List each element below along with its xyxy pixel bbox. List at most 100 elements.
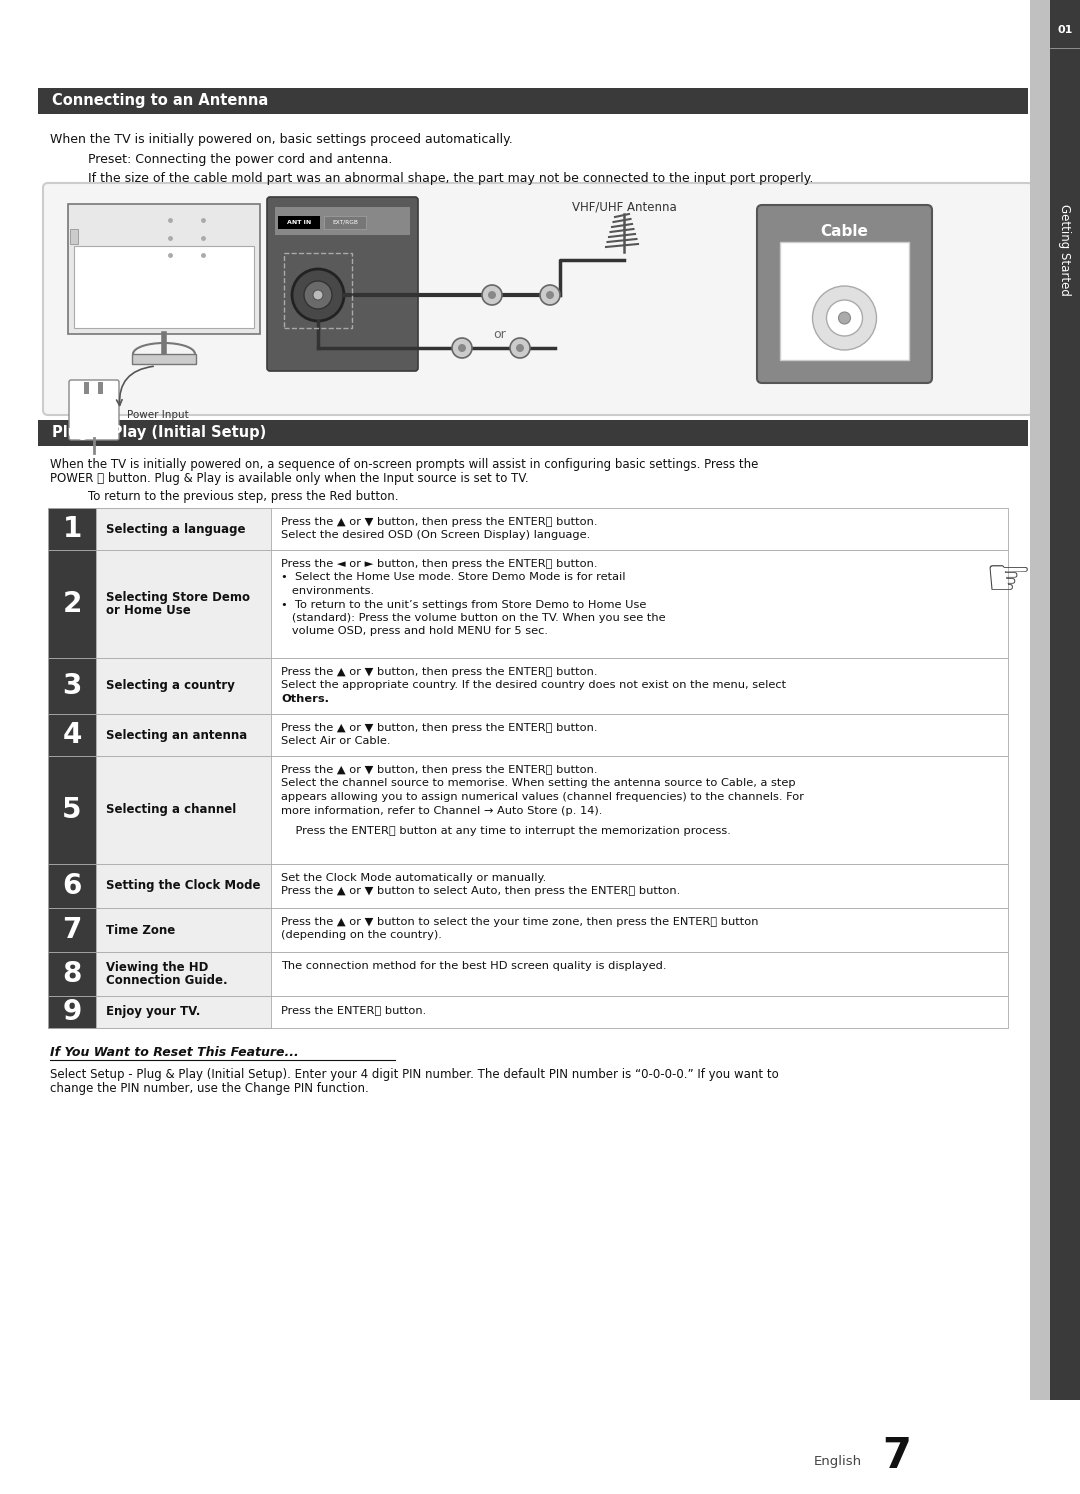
Text: change the PIN number, use the Change PIN function.: change the PIN number, use the Change PI… [50,1082,368,1095]
Text: Press the ▲ or ▼ button, then press the ENTERⓡ button.: Press the ▲ or ▼ button, then press the … [281,765,597,775]
Bar [96,714,271,756]
Bar [96,996,271,1028]
Bar [48,908,1008,952]
Text: 7: 7 [882,1436,912,1478]
Text: When the TV is initially powered on, basic settings proceed automatically.: When the TV is initially powered on, bas… [50,133,513,146]
Bar [48,508,1008,550]
Circle shape [292,269,345,321]
Text: Setting the Clock Mode: Setting the Clock Mode [106,880,260,892]
Text: 2: 2 [63,590,82,619]
Text: Enjoy your TV.: Enjoy your TV. [106,1005,201,1019]
Text: Connection Guide.: Connection Guide. [106,974,228,988]
Bar [48,756,96,864]
FancyBboxPatch shape [757,205,932,382]
Circle shape [453,338,472,359]
Bar [48,864,96,908]
Bar [96,550,271,657]
Bar [96,657,271,714]
Text: •  Select the Home Use mode. Store Demo Mode is for retail: • Select the Home Use mode. Store Demo M… [281,572,625,583]
Bar [70,229,78,244]
Bar [96,864,271,908]
Text: •  To return to the unit’s settings from Store Demo to Home Use: • To return to the unit’s settings from … [281,599,646,610]
Bar [48,657,1008,714]
Text: Getting Started: Getting Started [1058,205,1071,296]
Circle shape [546,291,554,299]
Text: 01: 01 [1057,25,1072,34]
Bar [48,657,96,714]
Text: 3: 3 [63,672,82,701]
Text: If You Want to Reset This Feature...: If You Want to Reset This Feature... [50,1046,299,1059]
Bar [278,217,320,229]
Bar [780,242,909,360]
Text: If the size of the cable mold part was an abnormal shape, the part may not be co: If the size of the cable mold part was a… [87,172,813,185]
Bar [48,864,1008,908]
Bar [48,550,96,657]
Text: Press the ◄ or ► button, then press the ENTERⓡ button.: Press the ◄ or ► button, then press the … [281,559,597,569]
Bar [48,756,1008,864]
Text: Press the ▲ or ▼ button to select Auto, then press the ENTERⓡ button.: Press the ▲ or ▼ button to select Auto, … [281,886,680,896]
Text: 8: 8 [63,961,82,988]
FancyBboxPatch shape [43,182,1032,415]
Text: or Home Use: or Home Use [106,604,191,617]
Text: Press the ▲ or ▼ button, then press the ENTERⓡ button.: Press the ▲ or ▼ button, then press the … [281,517,597,527]
Circle shape [303,281,332,309]
Bar [48,714,1008,756]
Text: Set the Clock Mode automatically or manually.: Set the Clock Mode automatically or manu… [281,872,546,883]
Text: Preset: Connecting the power cord and antenna.: Preset: Connecting the power cord and an… [87,152,392,166]
Bar [38,88,1028,114]
Text: 4: 4 [63,722,82,748]
Text: 6: 6 [63,872,82,899]
Text: or: or [494,329,507,342]
Text: To return to the previous step, press the Red button.: To return to the previous step, press th… [87,490,399,503]
Text: appears allowing you to assign numerical values (channel frequencies) to the cha: appears allowing you to assign numerical… [281,792,804,802]
Bar [284,252,352,329]
Text: Plug & Play (Initial Setup): Plug & Play (Initial Setup) [52,426,267,441]
Text: Viewing the HD: Viewing the HD [106,961,208,974]
Bar [84,382,89,394]
Circle shape [540,285,561,305]
Text: ANT IN: ANT IN [287,220,311,226]
Text: Cable: Cable [821,224,868,239]
Bar [275,208,410,235]
Circle shape [510,338,530,359]
Text: (standard): Press the volume button on the TV. When you see the: (standard): Press the volume button on t… [281,613,665,623]
Text: Selecting Store Demo: Selecting Store Demo [106,590,249,604]
Circle shape [482,285,502,305]
Circle shape [838,312,851,324]
Text: English: English [814,1455,862,1469]
Text: When the TV is initially powered on, a sequence of on-screen prompts will assist: When the TV is initially powered on, a s… [50,459,758,471]
Bar [96,508,271,550]
Text: more information, refer to Channel → Auto Store (p. 14).: more information, refer to Channel → Aut… [281,805,603,816]
Bar [324,217,366,229]
Text: Press the ▲ or ▼ button to select the your time zone, then press the ENTERⓡ butt: Press the ▲ or ▼ button to select the yo… [281,917,758,926]
Text: Press the ENTERⓡ button at any time to interrupt the memorization process.: Press the ENTERⓡ button at any time to i… [281,826,731,837]
Text: Connecting to an Antenna: Connecting to an Antenna [52,94,268,109]
Text: ☞: ☞ [984,554,1031,607]
Text: 9: 9 [63,998,82,1026]
Bar [98,382,103,394]
Text: Select the appropriate country. If the desired country does not exist on the men: Select the appropriate country. If the d… [281,680,786,690]
Bar [38,420,1028,447]
Text: Time Zone: Time Zone [106,923,175,937]
Bar [48,908,96,952]
Text: Press the ▲ or ▼ button, then press the ENTERⓡ button.: Press the ▲ or ▼ button, then press the … [281,666,597,677]
Circle shape [488,291,496,299]
Text: 5: 5 [63,796,82,825]
Text: EXT/RGB: EXT/RGB [332,220,357,226]
Bar [96,952,271,996]
Text: Press the ENTERⓡ button.: Press the ENTERⓡ button. [281,1005,427,1014]
Bar [68,205,260,335]
Bar [48,550,1008,657]
Bar [96,908,271,952]
Text: Select Air or Cable.: Select Air or Cable. [281,737,391,747]
Circle shape [516,344,524,353]
Bar [48,508,96,550]
Bar [48,952,1008,996]
Bar [48,996,96,1028]
Circle shape [458,344,465,353]
FancyBboxPatch shape [267,197,418,371]
Text: volume OSD, press and hold MENU for 5 sec.: volume OSD, press and hold MENU for 5 se… [281,626,548,636]
Text: The connection method for the best HD screen quality is displayed.: The connection method for the best HD sc… [281,961,666,971]
Bar [48,996,1008,1028]
Text: Selecting a country: Selecting a country [106,680,234,693]
